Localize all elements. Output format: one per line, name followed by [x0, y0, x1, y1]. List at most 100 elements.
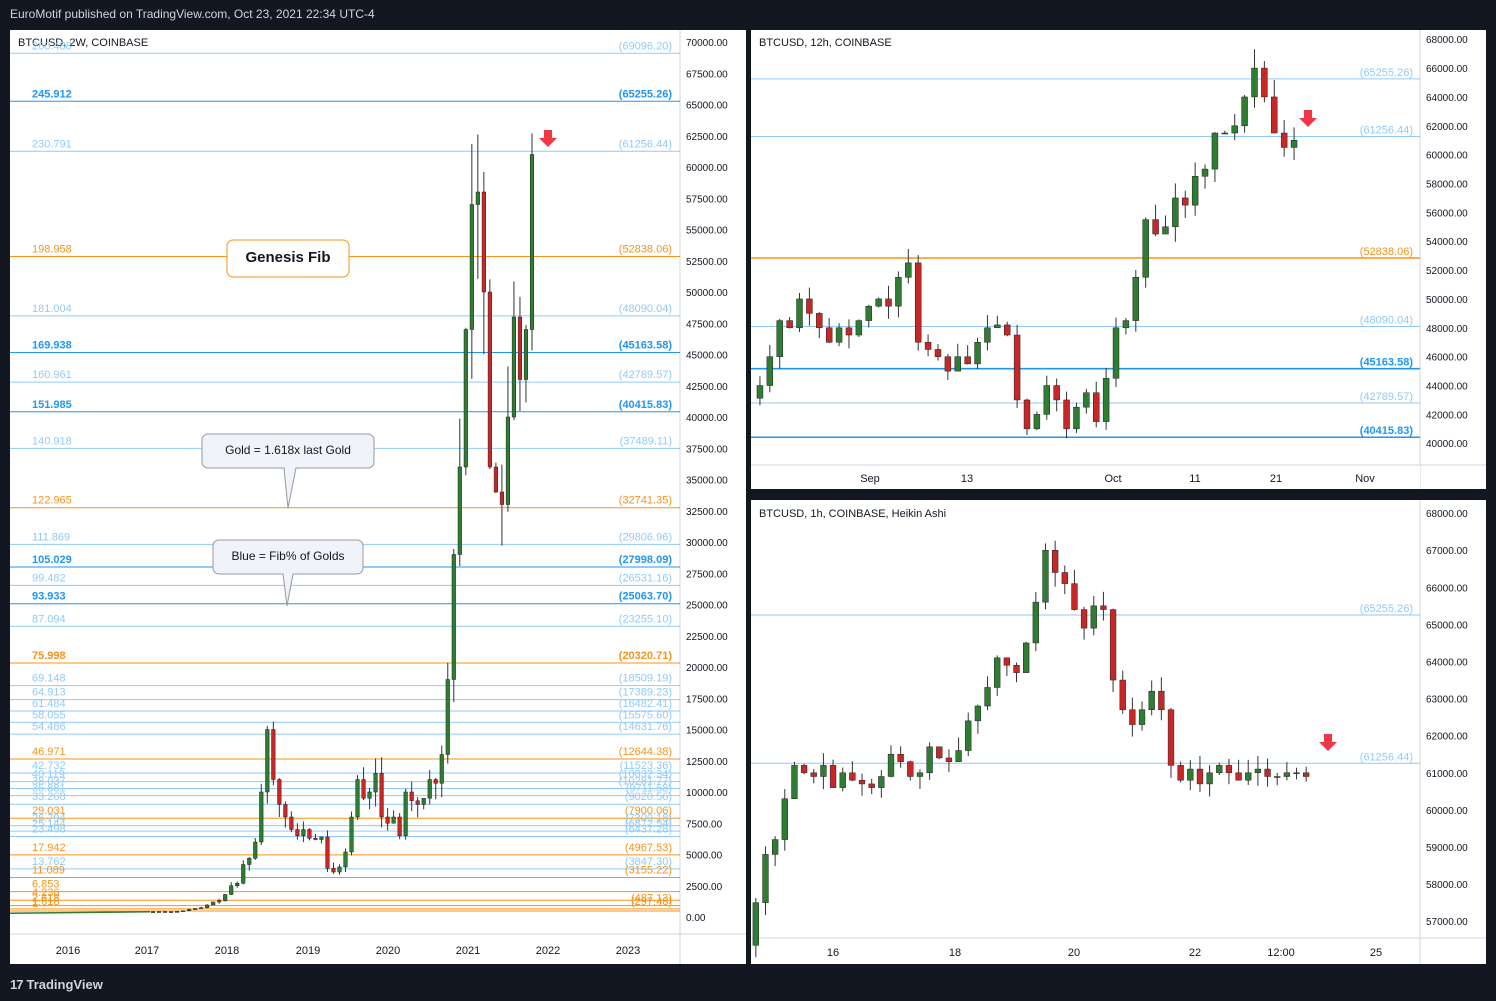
candle-body	[855, 320, 863, 336]
fib-level-price: (14631.76)	[619, 721, 672, 733]
candle-body	[965, 720, 972, 751]
candle-body	[974, 705, 982, 722]
candle-body	[1167, 709, 1175, 766]
candle-body	[403, 791, 408, 836]
candle-body	[421, 798, 426, 805]
candle-body	[994, 657, 1001, 688]
fib-level-price: (16482.41)	[619, 698, 672, 710]
level-price: (48090.04)	[1360, 315, 1413, 327]
fib-level-label: 181.004	[32, 303, 72, 315]
fib-level-price: (40415.83)	[619, 399, 673, 411]
chart-12h[interactable]: BTCUSD, 12h, COINBASE (65255.26) (61256.44…	[751, 30, 1486, 489]
candle-body	[936, 746, 943, 759]
fib-level-label: 54.486	[32, 721, 66, 733]
time-tick: Nov	[1355, 473, 1375, 485]
candle-body	[878, 776, 885, 788]
candle-body	[974, 341, 981, 365]
candle-body	[1201, 168, 1209, 177]
candle-body	[241, 864, 246, 884]
fib-level-price: (3155.22)	[625, 865, 672, 877]
price-tick: 0.00	[686, 913, 706, 924]
price-tick: 60000.00	[1426, 151, 1468, 162]
candle-body	[1132, 277, 1140, 321]
price-tick: 62500.00	[686, 132, 728, 143]
fib-level-price: (11523.36)	[620, 760, 672, 772]
candle-body	[397, 816, 402, 836]
time-tick: 18	[949, 947, 961, 959]
time-tick: 13	[961, 473, 973, 485]
fib-level-label: 260.488	[32, 40, 72, 52]
tradingview-brand: TradingView	[26, 977, 103, 992]
price-tick: 40000.00	[1426, 439, 1468, 450]
time-tick: 12:00	[1267, 947, 1295, 959]
price-tick: 32500.00	[686, 507, 728, 518]
candle-body	[1293, 772, 1300, 775]
fib-level-price: (7900.06)	[625, 805, 672, 817]
candle-body	[253, 841, 258, 859]
candle-body	[1023, 399, 1031, 430]
candle-body	[825, 327, 833, 343]
candle-body	[984, 687, 991, 707]
candle-body	[1271, 96, 1278, 134]
fib-level-price: (42789.57)	[619, 369, 672, 381]
tradingview-logo[interactable]: 17 TradingView	[10, 977, 103, 992]
price-tick: 10000.00	[686, 788, 728, 799]
candle-body	[1003, 657, 1011, 666]
fib-level-label: 25.144	[32, 818, 66, 830]
candle-body	[1004, 324, 1011, 336]
candle-body	[277, 779, 282, 805]
price-tick: 58000.00	[1426, 880, 1468, 891]
price-tick: 64000.00	[1426, 93, 1468, 104]
candle-body	[493, 466, 498, 493]
price-tick: 59000.00	[1426, 843, 1468, 854]
candle-body	[964, 356, 971, 365]
candle-body	[756, 385, 764, 399]
fib-level-label: 38.037	[32, 775, 66, 787]
level-price: (52838.06)	[1360, 246, 1413, 258]
price-tick: 15000.00	[686, 726, 728, 737]
candle-body	[499, 491, 504, 505]
chart-1h[interactable]: BTCUSD, 1h, COINBASE, Heikin Ashi (65255.…	[751, 500, 1486, 964]
candle-body	[868, 783, 875, 788]
candle-body	[800, 765, 808, 774]
candle-body	[391, 816, 396, 824]
candle-body	[199, 907, 204, 909]
candle-body	[924, 341, 932, 350]
candle-body	[887, 753, 895, 777]
price-tick: 60000.00	[1426, 806, 1468, 817]
fib-level-label: 245.912	[32, 88, 72, 100]
fib-level-label: 13.762	[32, 856, 66, 868]
fib-level-label: 6.853	[32, 879, 60, 891]
candle-body	[1241, 96, 1248, 127]
candle-body	[1283, 772, 1291, 777]
candle-body	[181, 910, 186, 912]
level-price: (65255.26)	[1360, 603, 1413, 615]
chart-title: BTCUSD, 12h, COINBASE	[759, 37, 892, 49]
candle-body	[1177, 765, 1184, 781]
candle-body	[1112, 327, 1120, 379]
time-tick: Sep	[860, 473, 880, 485]
candle-body	[1013, 664, 1020, 673]
fib-level-price: (65255.26)	[619, 88, 673, 100]
fib-level-label: 198.958	[32, 244, 72, 256]
candle-body	[337, 866, 342, 873]
fib-level-label: 29.031	[32, 805, 66, 817]
candle-body	[1122, 320, 1130, 329]
candle-body	[271, 729, 276, 780]
candle-body	[1172, 197, 1179, 228]
candle-body	[229, 885, 234, 895]
fib-level-label: 105.029	[32, 554, 72, 566]
level-price: (45163.58)	[1360, 357, 1414, 369]
price-tick: 45000.00	[686, 351, 728, 362]
candle-body	[475, 191, 480, 205]
candle-body	[849, 772, 856, 781]
fib-level-label: 75.998	[32, 650, 66, 662]
fib-level-price: (10832.34)	[619, 769, 672, 781]
price-tick: 20000.00	[686, 663, 728, 674]
candle-body	[529, 154, 535, 330]
candle-body	[445, 679, 450, 755]
fib-level-price: (25063.70)	[619, 591, 673, 603]
candle-body	[1033, 414, 1041, 430]
level-price: (42789.57)	[1360, 391, 1413, 403]
